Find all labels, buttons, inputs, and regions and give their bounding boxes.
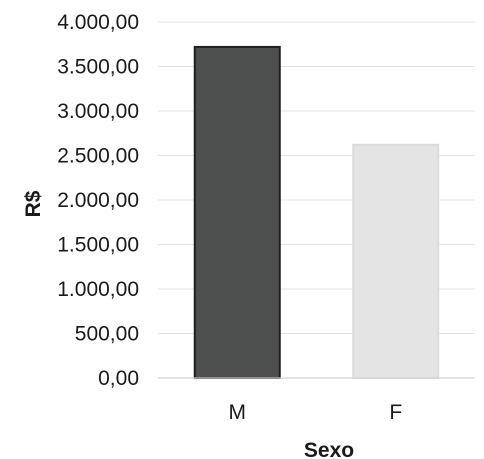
bar-f [352,143,440,379]
y-tick-label: 3.000,00 [57,100,139,123]
bars [193,45,440,379]
y-tick-label: 1.000,00 [57,278,139,301]
bar-m [193,45,281,379]
y-axis-tick-labels: 0,00 500,00 1.000,00 1.500,00 2.000,00 2.500,… [57,11,139,390]
x-axis-title: Sexo [304,439,354,459]
y-tick-label: 1.500,00 [57,234,139,257]
y-axis-title: R$ [22,190,45,217]
y-tick-label: 500,00 [75,323,139,346]
y-tick-label: 0,00 [98,367,139,390]
y-tick-label: 2.000,00 [57,189,139,212]
y-tick-label: 4.000,00 [57,11,139,34]
x-tick-label-m: M [229,401,247,424]
y-tick-label: 2.500,00 [57,145,139,168]
y-tick-label: 3.500,00 [57,56,139,79]
x-tick-label-f: F [389,401,402,424]
